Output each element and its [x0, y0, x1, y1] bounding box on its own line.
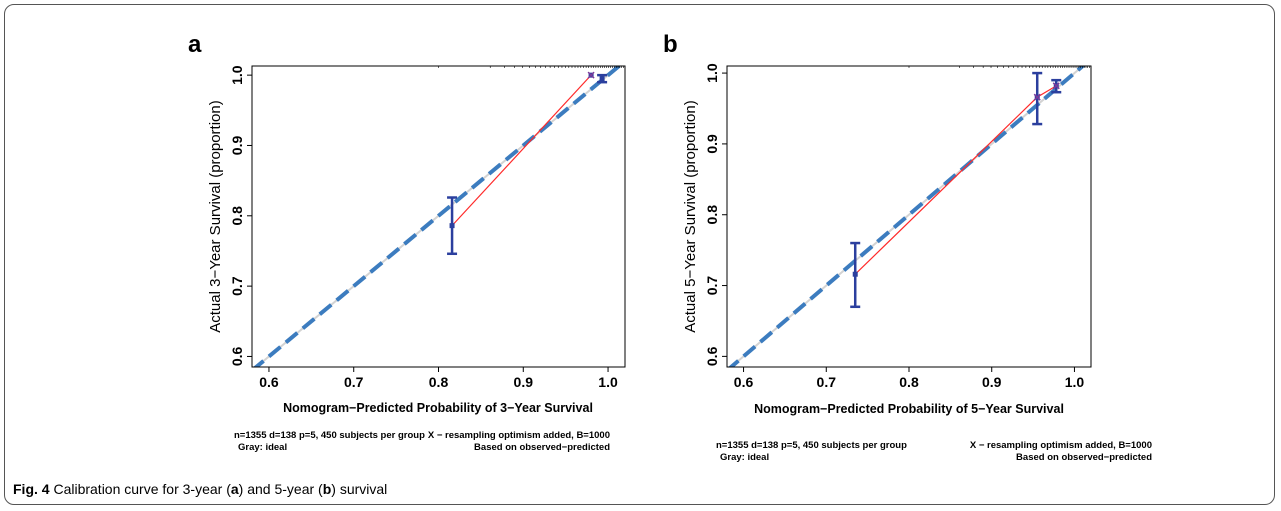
- y-tick-label-4: 1.0: [229, 65, 245, 85]
- y-tick-label-3: 0.9: [704, 134, 720, 154]
- footnote-left-2: Gray: ideal: [238, 442, 287, 453]
- resample-mark-b-0: [587, 71, 595, 79]
- data-point-0: [852, 271, 858, 277]
- y-tick-label-0: 0.6: [704, 346, 720, 366]
- plot-area: [253, 66, 623, 367]
- x-tick-label-1: 0.7: [817, 374, 837, 390]
- caption-ref-a: a: [230, 481, 239, 497]
- y-tick-label-2: 0.8: [229, 206, 245, 226]
- footnote-right-2: Based on observed−predicted: [474, 442, 610, 453]
- y-tick-label-3: 0.9: [229, 136, 245, 156]
- y-tick-label-2: 0.8: [704, 205, 720, 225]
- panel-a-letter: a: [188, 31, 202, 58]
- x-tick-label-3: 0.9: [514, 374, 534, 390]
- x-tick-label-2: 0.8: [899, 374, 919, 390]
- y-axis-label: Actual 3−Year Survival (proportion): [207, 100, 224, 333]
- rug-ticks: [438, 66, 626, 68]
- caption-text-2: ) and 5-year (: [238, 481, 323, 497]
- data-point-0: [449, 223, 455, 229]
- x-tick-label-1: 0.7: [344, 374, 364, 390]
- footnote-left-1: n=1355 d=138 p=5, 450 subjects per group: [234, 430, 425, 441]
- figure-frame: [4, 4, 1275, 505]
- caption-text-3: ) survival: [331, 481, 388, 497]
- bias-corrected-line: [728, 66, 1086, 367]
- x-tick-label-0: 0.6: [734, 374, 754, 390]
- bias-corrected-line: [253, 66, 623, 367]
- data-point-2: [599, 76, 605, 82]
- caption-label: Fig. 4: [13, 481, 50, 497]
- resample-mark-b-0: [1033, 93, 1041, 101]
- footnote-left-1: n=1355 d=138 p=5, 450 subjects per group: [716, 440, 907, 451]
- panel-a: a 0.6 0.7 0.8 0.9 1.0 0.6 0.7 0.8 0.9 1.0 Nomogram…: [188, 31, 626, 453]
- x-tick-label-0: 0.6: [259, 374, 279, 390]
- y-tick-label-1: 0.7: [229, 276, 245, 296]
- x-tick-label-3: 0.9: [982, 374, 1002, 390]
- apparent-line: [451, 74, 592, 227]
- panel-b: b 0.6 0.7 0.8 0.9 1.00.60.70.80.91.0Nomogram…: [663, 31, 1152, 463]
- footnote-right-1: X − resampling optimism added, B=1000: [428, 430, 610, 441]
- caption-text-1: Calibration curve for 3-year (: [49, 481, 231, 497]
- footnote-right-2: Based on observed−predicted: [1016, 452, 1152, 463]
- panel-b-letter: b: [663, 31, 678, 58]
- footnote-left-2: Gray: ideal: [720, 452, 769, 463]
- rug-ticks: [908, 66, 1092, 68]
- x-axis-label: Nomogram−Predicted Probability of 3−Year…: [283, 401, 593, 415]
- x-tick-label-2: 0.8: [429, 374, 449, 390]
- resample-mark-b-1: [1052, 82, 1060, 90]
- plot-area: [728, 66, 1086, 367]
- y-tick-label-1: 0.7: [704, 276, 720, 296]
- x-axis-label: Nomogram−Predicted Probability of 5−Year…: [754, 402, 1064, 416]
- x-tick-label-4: 1.0: [598, 374, 618, 390]
- y-axis-label: Actual 5−Year Survival (proportion): [682, 100, 699, 333]
- calibration-figure: a 0.6 0.7 0.8 0.9 1.00.60.70.80.91.0Nomogram…: [188, 31, 1152, 463]
- footnote-right-1: X − resampling optimism added, B=1000: [970, 440, 1152, 451]
- y-tick-label-0: 0.6: [229, 347, 245, 367]
- caption-ref-b: b: [322, 481, 332, 497]
- figure-caption: Fig. 4 Calibration curve for 3-year (a) …: [13, 481, 387, 497]
- y-tick-label-4: 1.0: [704, 63, 720, 83]
- x-tick-label-4: 1.0: [1065, 374, 1085, 390]
